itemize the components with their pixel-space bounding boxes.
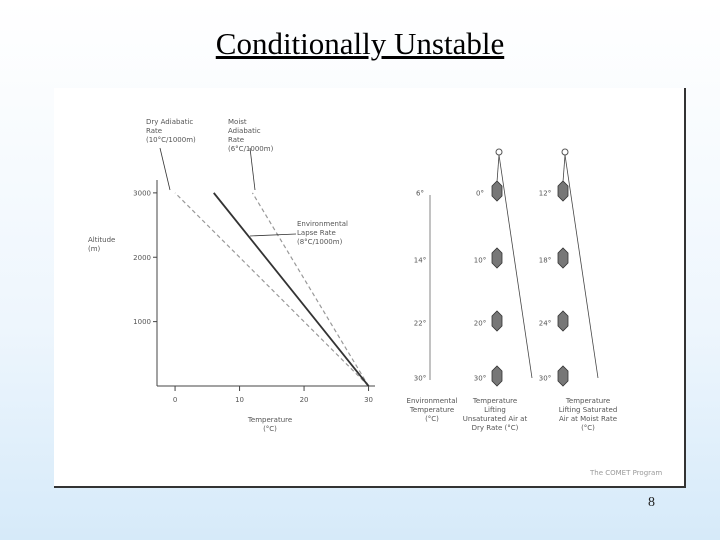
column-label: Temperature Lifting Unsaturated Air at D…: [462, 397, 528, 432]
parcel-temperature: 18°: [539, 257, 551, 265]
column-label: Environmental Temperature (°C): [406, 397, 458, 423]
parcel-temperature: 30°: [414, 375, 426, 383]
credit: The COMET Program: [590, 469, 663, 477]
y-tick-label: 3000: [133, 189, 151, 197]
x-axis-label: Temperature (°C): [247, 416, 293, 433]
parcel-temperature: 12°: [539, 190, 551, 198]
balloon-string: [498, 154, 533, 379]
x-tick-label: 30: [364, 396, 373, 404]
annotation-arrow: [249, 147, 256, 191]
balloon-string: [562, 154, 566, 183]
x-tick-label: 10: [235, 396, 244, 404]
series-annotation: Dry Adiabatic Rate (10°C/1000m): [146, 118, 196, 144]
balloon-string: [496, 154, 500, 183]
page-number: 8: [648, 495, 655, 510]
x-tick-label: 20: [300, 396, 309, 404]
air-parcel: [557, 180, 569, 202]
annotation-arrow: [159, 147, 171, 191]
balloon-top: [495, 148, 503, 156]
parcel-temperature: 14°: [414, 257, 426, 265]
parcel-temperature: 20°: [474, 320, 486, 328]
balloon-top: [561, 148, 569, 156]
y-tick-label: 1000: [133, 318, 151, 326]
air-parcel: [557, 310, 569, 332]
parcel-temperature: 30°: [474, 375, 486, 383]
air-parcel: [557, 365, 569, 387]
balloon-string: [564, 154, 599, 379]
air-parcel: [491, 310, 503, 332]
annotation-arrow: [249, 233, 297, 237]
column-label: Temperature Lifting Saturated Air at Moi…: [558, 397, 618, 432]
parcel-temperature: 0°: [476, 190, 484, 198]
air-parcel: [491, 247, 503, 269]
line: [251, 192, 370, 387]
parcel-temperature: 10°: [474, 257, 486, 265]
parcel-temperature: 22°: [414, 320, 426, 328]
parcel-temperature: 6°: [416, 190, 424, 198]
y-tick-label: 2000: [133, 254, 151, 262]
series-annotation: Environmental Lapse Rate (8°C/1000m): [297, 220, 348, 246]
line: [174, 192, 369, 387]
line: [213, 192, 370, 387]
parcel-temperature: 24°: [539, 320, 551, 328]
figure: [54, 88, 686, 488]
x-tick-label: 0: [173, 396, 177, 404]
slide-title: Conditionally Unstable: [215, 26, 505, 61]
parcel-temperature: 30°: [539, 375, 551, 383]
series-annotation: Moist Adiabatic Rate (6°C/1000m): [228, 118, 274, 153]
air-parcel: [557, 247, 569, 269]
y-axis-label: Altitude (m): [88, 236, 116, 253]
air-parcel: [491, 180, 503, 202]
air-parcel: [491, 365, 503, 387]
